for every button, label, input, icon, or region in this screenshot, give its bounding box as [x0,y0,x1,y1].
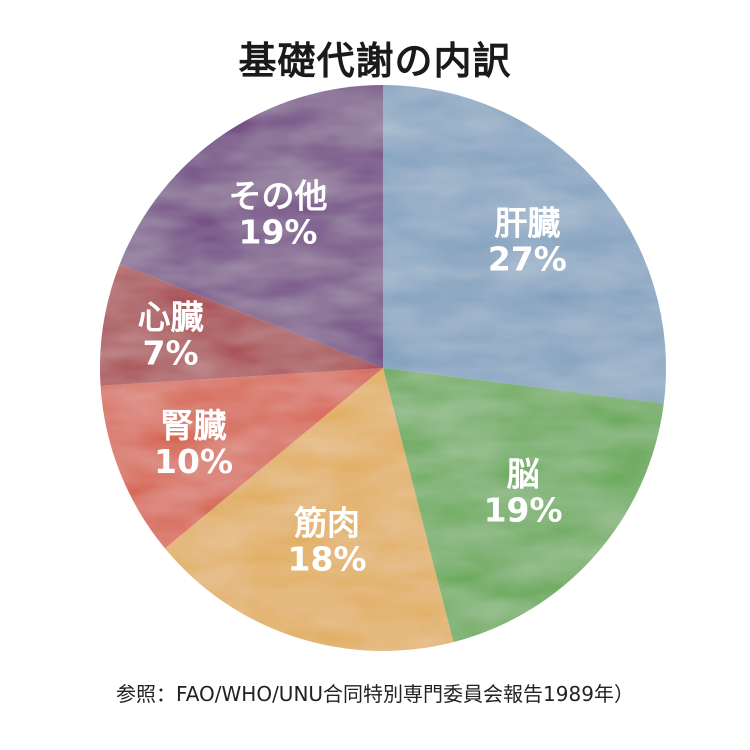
slice-label-0: 肝臓 [494,204,560,243]
pie-slice-4 [100,263,383,386]
slice-value-5: 19% [239,213,318,252]
slice-value-2: 18% [288,539,367,578]
slice-label-1: 脳 [507,455,540,494]
pie-slice-1 [383,368,664,643]
slice-label-2: 筋肉 [294,503,360,542]
chart-title: 基礎代謝の内訳 [238,39,512,83]
slice-label-3: 腎臓 [161,406,227,445]
source-note: 参照：FAO/WHO/UNU合同特別専門委員会報告1989年） [116,682,634,706]
slice-label-4: 心臓 [138,297,204,336]
pie-slice-0 [383,85,666,404]
pie-slice-2 [164,368,454,651]
slice-value-0: 27% [488,240,567,279]
slice-value-4: 7% [143,333,199,372]
pie-slices [100,85,666,651]
slice-value-3: 10% [154,442,233,481]
pie-slice-3 [100,368,383,549]
slice-label-5: その他 [229,177,328,216]
slice-value-1: 19% [484,491,563,530]
pie-slice-5 [119,85,383,368]
